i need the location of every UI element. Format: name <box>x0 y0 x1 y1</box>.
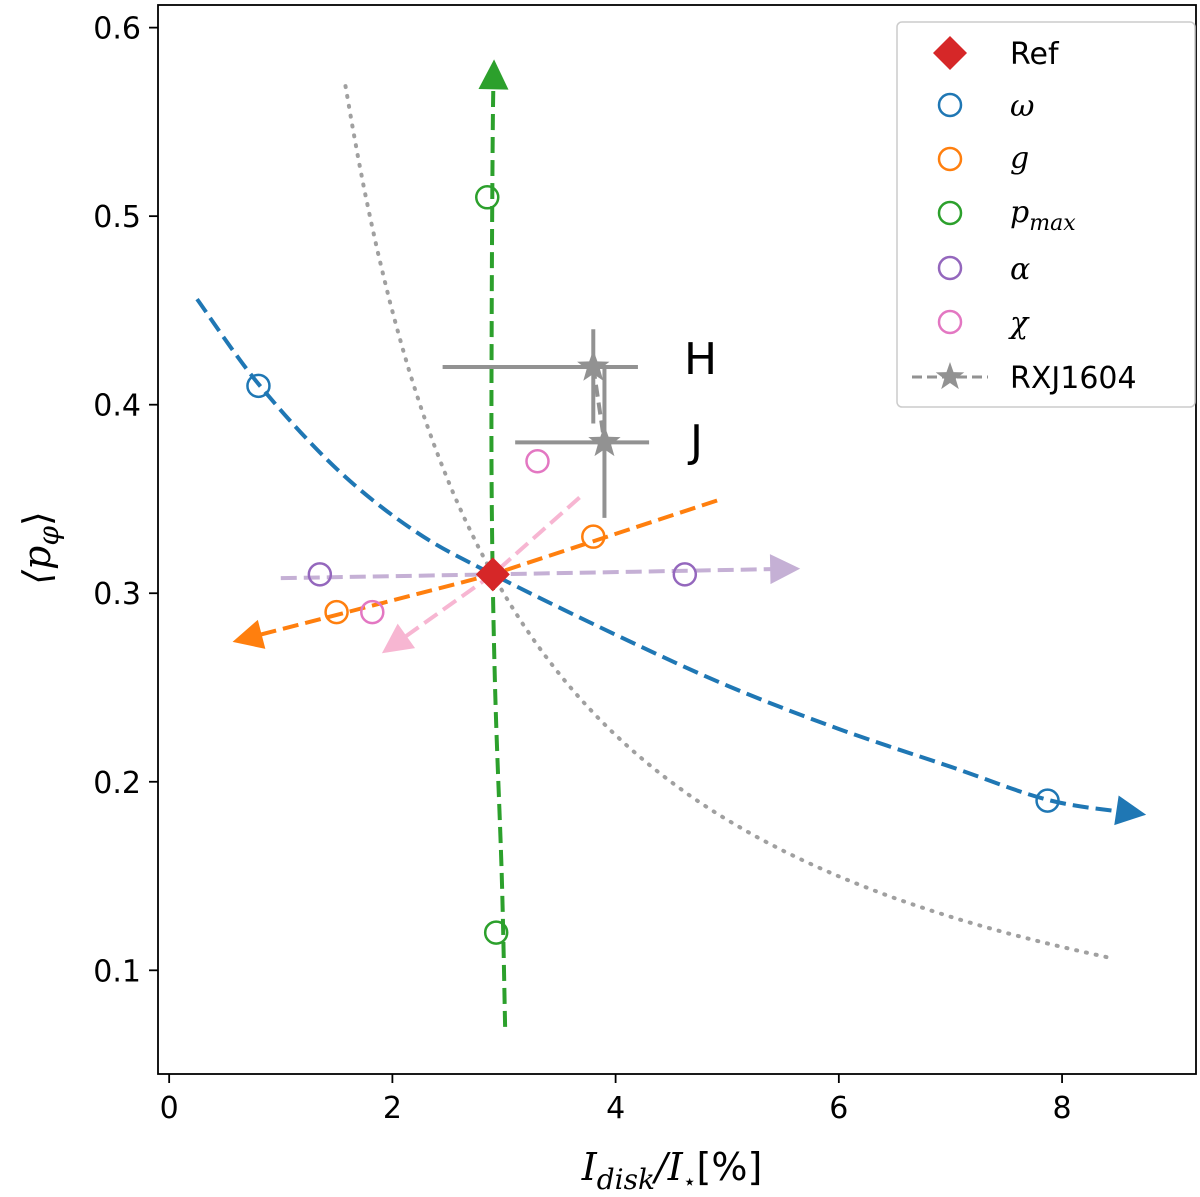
legend-omega-marker <box>937 92 963 118</box>
series-line-pmax <box>489 65 508 1027</box>
plot-frame <box>157 4 1197 1075</box>
arrow-head-chi <box>381 623 416 654</box>
legend-ref-marker <box>933 36 967 70</box>
x-tick-label: 6 <box>829 1091 848 1126</box>
legend-label-omega: ω <box>1010 89 1034 124</box>
marker-chi <box>360 599 385 625</box>
legend-pmax-marker <box>937 200 963 226</box>
y-tick-label: 0.3 <box>93 577 141 612</box>
annotation-h: H <box>684 334 717 385</box>
y-tick-label: 0.6 <box>93 12 141 47</box>
marker-omega <box>1035 788 1060 813</box>
marker-chi <box>525 449 550 474</box>
arrow-head-omega <box>1114 795 1147 826</box>
legend-label-pmax: pmax <box>1010 195 1076 236</box>
x-tick-label: 8 <box>1053 1091 1072 1126</box>
legend-chi-marker <box>937 309 963 335</box>
legend-label-g: g <box>1010 141 1029 176</box>
y-tick-label: 0.1 <box>93 954 141 989</box>
marker-g <box>324 599 349 625</box>
y-ticks: 0.1 0.2 0.3 0.4 0.5 0.6 <box>93 12 158 989</box>
arrow-head-g <box>232 619 266 649</box>
marker-g <box>581 524 606 549</box>
data-points <box>246 185 1060 945</box>
y-axis-label: ⟨pφ⟩ <box>15 511 65 585</box>
iso-curve-dotted <box>343 84 1109 960</box>
legend-label-rxj: RXJ1604 <box>1010 361 1137 396</box>
legend: Ref ω g pmax α χ RXJ1604 <box>896 21 1196 408</box>
rxj-star-J <box>588 425 621 457</box>
legend-g-marker <box>937 146 963 172</box>
marker-pmax <box>475 185 500 210</box>
x-axis-label: Idisk/I⋆[%] <box>581 1145 763 1196</box>
marker-alpha <box>672 562 698 587</box>
y-tick-label: 0.4 <box>93 389 141 424</box>
legend-label-chi: χ <box>1008 306 1030 341</box>
legend-box <box>896 21 1196 408</box>
arrow-head-alpha <box>769 554 801 585</box>
rxj-star-H <box>577 349 610 381</box>
legend-label-ref: Ref <box>1010 37 1060 72</box>
x-tick-label: 0 <box>160 1091 179 1126</box>
x-tick-label: 4 <box>606 1091 625 1126</box>
x-tick-label: 2 <box>383 1091 402 1126</box>
series-line-alpha <box>280 566 795 581</box>
x-ticks: 0 2 4 6 8 <box>160 1074 1072 1126</box>
y-tick-label: 0.2 <box>93 766 141 801</box>
legend-alpha-marker <box>937 255 963 281</box>
legend-rxj-marker <box>935 362 965 390</box>
rxj1604-points <box>442 329 650 518</box>
marker-alpha <box>307 562 333 587</box>
annotation-j: J <box>687 416 703 467</box>
reference-point-marker <box>475 557 510 592</box>
legend-label-alpha: α <box>1010 252 1030 287</box>
series-line-omega <box>195 297 1141 816</box>
marker-pmax <box>483 920 509 945</box>
marker-omega <box>246 373 271 399</box>
y-tick-label: 0.5 <box>93 200 141 235</box>
arrow-head-pmax <box>478 59 509 90</box>
